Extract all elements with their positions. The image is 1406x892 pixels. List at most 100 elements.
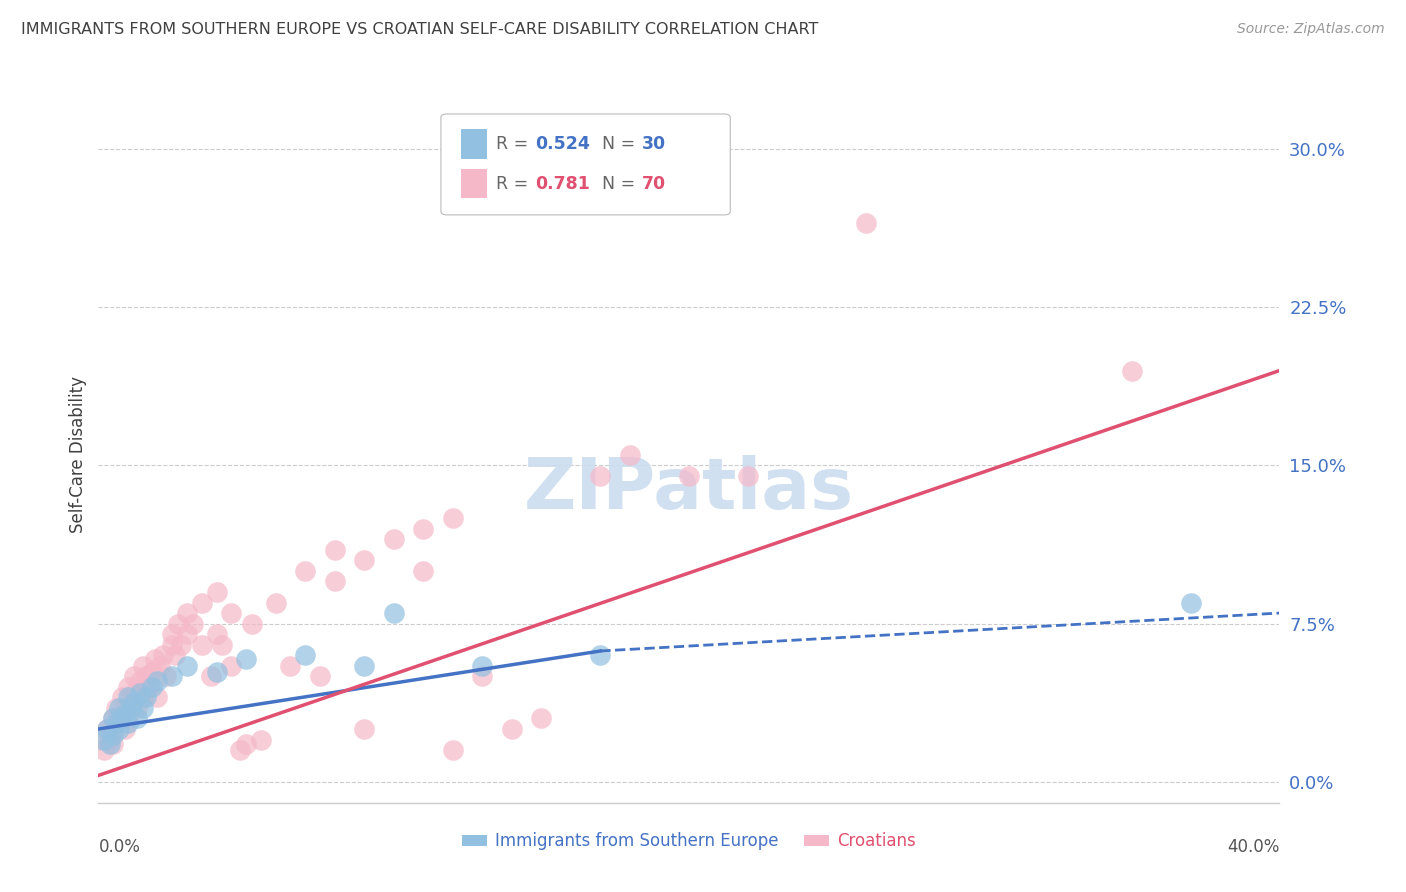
Point [135, 669, 157, 683]
Point [530, 711, 553, 725]
Point [122, 686, 145, 700]
Point [114, 722, 136, 736]
Point [589, 469, 612, 483]
Point [103, 711, 125, 725]
Point [235, 737, 257, 751]
FancyBboxPatch shape [461, 129, 486, 159]
FancyBboxPatch shape [461, 169, 486, 198]
Text: Source: ZipAtlas.com: Source: ZipAtlas.com [1237, 22, 1385, 37]
Point [441, 743, 464, 757]
Point [152, 648, 174, 663]
Text: ZIPatlas: ZIPatlas [524, 455, 853, 524]
Point [441, 511, 464, 525]
Point [120, 695, 142, 709]
Point [205, 665, 228, 679]
Point [125, 701, 148, 715]
Point [240, 616, 263, 631]
Point [619, 448, 641, 462]
FancyBboxPatch shape [441, 114, 730, 215]
Point [229, 743, 252, 757]
Point [162, 669, 183, 683]
Point [138, 680, 160, 694]
Point [294, 648, 316, 663]
Point [108, 722, 131, 736]
Point [132, 701, 155, 715]
Point [412, 564, 434, 578]
Point [353, 658, 375, 673]
Point [191, 638, 214, 652]
Point [111, 711, 134, 725]
Point [98, 737, 121, 751]
Point [250, 732, 273, 747]
Point [294, 564, 316, 578]
Point [162, 627, 183, 641]
Point [382, 533, 405, 547]
Point [737, 469, 759, 483]
Point [111, 707, 134, 722]
Point [170, 638, 193, 652]
Text: 40.0%: 40.0% [1227, 838, 1279, 855]
Point [309, 669, 332, 683]
Point [108, 701, 131, 715]
Legend: Immigrants from Southern Europe, Croatians: Immigrants from Southern Europe, Croatia… [456, 826, 922, 857]
Point [235, 652, 257, 666]
Point [412, 522, 434, 536]
Point [103, 737, 125, 751]
Point [143, 652, 166, 666]
Point [105, 715, 128, 730]
Text: IMMIGRANTS FROM SOUTHERN EUROPE VS CROATIAN SELF-CARE DISABILITY CORRELATION CHA: IMMIGRANTS FROM SOUTHERN EUROPE VS CROAT… [21, 22, 818, 37]
Text: 0.0%: 0.0% [98, 838, 141, 855]
Point [93, 732, 115, 747]
Point [678, 469, 700, 483]
Point [165, 648, 187, 663]
Point [323, 542, 346, 557]
Point [90, 732, 112, 747]
Text: 70: 70 [641, 175, 666, 193]
Point [181, 616, 204, 631]
Point [122, 695, 145, 709]
Point [141, 665, 163, 679]
Point [117, 680, 139, 694]
Point [146, 673, 169, 688]
Point [122, 669, 145, 683]
Point [176, 658, 198, 673]
Point [382, 606, 405, 620]
Text: 30: 30 [641, 135, 666, 153]
Point [353, 553, 375, 567]
Point [264, 595, 287, 609]
Point [125, 711, 148, 725]
Point [117, 715, 139, 730]
Point [117, 711, 139, 725]
Point [96, 722, 118, 736]
Point [501, 722, 523, 736]
Point [176, 606, 198, 620]
Point [323, 574, 346, 589]
Point [471, 658, 494, 673]
Point [146, 690, 169, 705]
Point [191, 595, 214, 609]
Point [108, 715, 131, 730]
Point [93, 743, 115, 757]
Point [855, 216, 877, 230]
Point [176, 627, 198, 641]
Point [141, 680, 163, 694]
Point [98, 732, 121, 747]
Point [205, 585, 228, 599]
Text: 0.781: 0.781 [536, 175, 591, 193]
Point [353, 722, 375, 736]
Point [128, 673, 150, 688]
Point [149, 658, 172, 673]
Point [114, 707, 136, 722]
Point [103, 728, 125, 742]
Point [167, 616, 190, 631]
Text: 0.524: 0.524 [536, 135, 591, 153]
Point [128, 686, 150, 700]
Point [132, 658, 155, 673]
Point [1121, 363, 1143, 377]
Point [221, 658, 243, 673]
Point [221, 606, 243, 620]
Point [105, 701, 128, 715]
Point [120, 701, 142, 715]
Point [155, 669, 177, 683]
Point [162, 638, 183, 652]
